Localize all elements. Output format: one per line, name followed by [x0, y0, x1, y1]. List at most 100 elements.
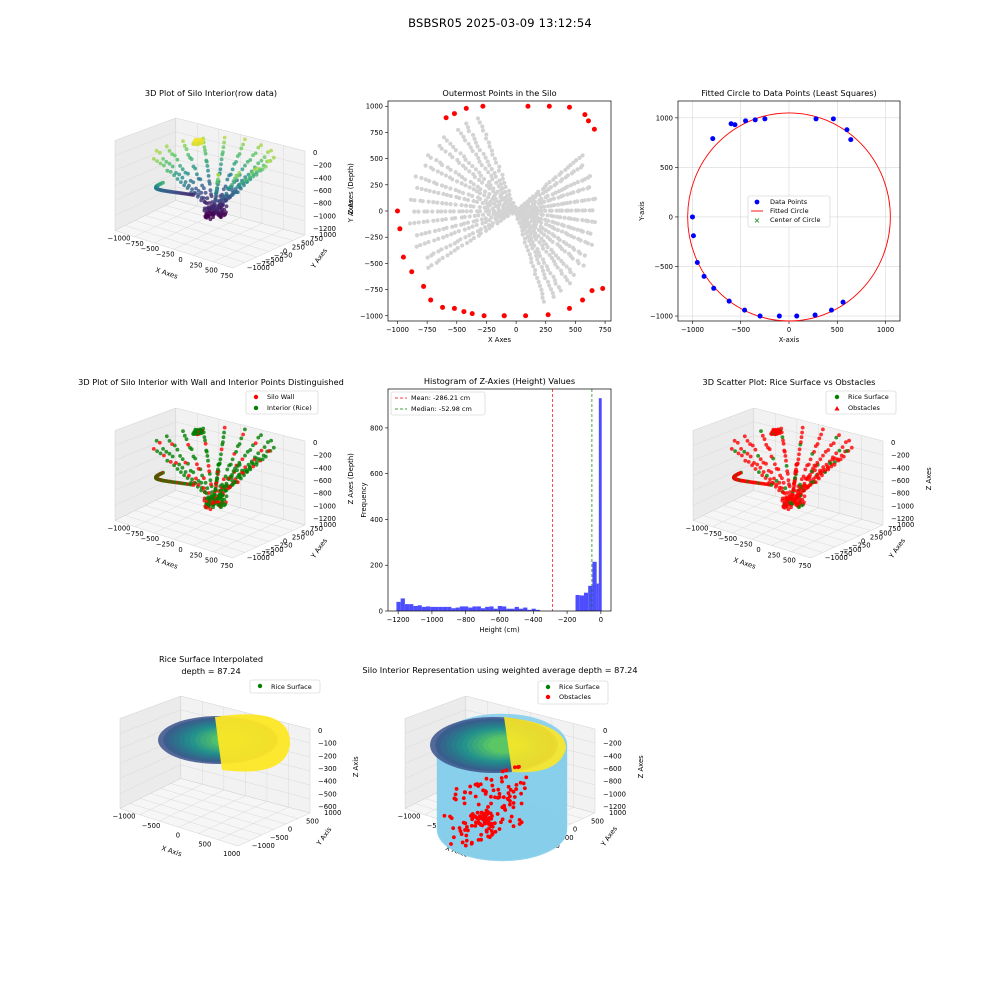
data-point [205, 215, 209, 220]
y-tick-label: −1000 [247, 264, 270, 272]
data-point [222, 430, 227, 435]
data-point [462, 790, 467, 795]
data-point [465, 824, 469, 829]
data-point [233, 480, 237, 484]
z-tick-label: −600 [313, 477, 332, 485]
data-point [237, 442, 242, 446]
data-point [786, 507, 791, 512]
z-tick-label: −1200 [313, 225, 336, 233]
data-point [808, 482, 813, 487]
data-point [431, 189, 437, 195]
data-point [151, 157, 156, 161]
data-point [533, 199, 538, 204]
data-point [819, 432, 823, 437]
data-point [475, 209, 480, 214]
data-point [474, 222, 479, 228]
data-point [489, 801, 493, 806]
data-point [549, 208, 554, 213]
data-point [745, 451, 750, 456]
data-point [560, 177, 565, 182]
data-point [248, 158, 253, 162]
tick-label: −1000 [386, 326, 409, 334]
data-point [563, 274, 568, 280]
data-point [476, 213, 481, 218]
data-point [461, 796, 466, 801]
data-point [259, 143, 263, 148]
tick-label: −750 [418, 326, 437, 334]
data-point [219, 215, 223, 220]
data-point [484, 776, 489, 781]
y-tick-label: 0 [288, 826, 292, 834]
data-point [528, 196, 533, 202]
data-point [814, 464, 818, 468]
histogram-bar [404, 604, 410, 611]
data-point [539, 196, 544, 201]
z-axis-label: Z Axes [925, 467, 933, 490]
data-point [443, 209, 448, 214]
data-point [202, 476, 206, 481]
data-point [489, 167, 494, 172]
data-point [167, 451, 172, 456]
data-point [207, 491, 212, 495]
data-point [182, 143, 187, 148]
data-point [781, 438, 785, 443]
data-point [250, 461, 254, 465]
data-point [456, 229, 461, 234]
data-point [589, 288, 595, 294]
z-axis-label: Z Axes (Depth) [347, 163, 355, 215]
data-point [519, 801, 524, 806]
data-point [450, 224, 455, 229]
data-point [235, 190, 240, 195]
data-point [448, 167, 453, 172]
histogram-bar [426, 606, 431, 611]
data-point [255, 166, 259, 171]
data-point [793, 476, 797, 480]
data-point [469, 311, 475, 317]
tick-label: 500 [831, 326, 844, 334]
x-tick-label: −750 [125, 240, 144, 248]
data-point [561, 223, 566, 228]
data-point [207, 201, 212, 205]
data-point [520, 232, 525, 237]
data-point [502, 803, 507, 808]
data-point [421, 219, 426, 224]
legend-box [249, 679, 321, 694]
data-point [432, 238, 437, 243]
data-point [205, 505, 209, 510]
tick-label: 1000 [366, 103, 383, 111]
data-point [802, 494, 807, 499]
data-point [689, 214, 695, 220]
data-point [589, 242, 594, 247]
data-point [412, 220, 417, 226]
data-point [206, 168, 210, 173]
data-point [468, 179, 473, 185]
data-point [550, 239, 555, 244]
data-point [475, 116, 481, 121]
data-point [419, 232, 424, 237]
data-point [259, 158, 264, 163]
data-point [224, 204, 229, 209]
data-point [196, 466, 201, 471]
data-point [551, 203, 557, 208]
data-point [423, 187, 428, 193]
legend-box [537, 680, 609, 705]
data-point [205, 486, 210, 491]
data-point [837, 433, 841, 437]
data-point [541, 239, 546, 244]
data-point [202, 196, 206, 201]
data-point [578, 238, 583, 243]
x-tick-label: 250 [768, 551, 781, 559]
legend-marker [253, 405, 259, 411]
data-point [397, 226, 403, 232]
data-point [538, 216, 544, 221]
data-point [532, 231, 538, 236]
data-point [228, 172, 233, 177]
data-point [757, 470, 761, 474]
chart-title: Outermost Points in the Silo [442, 88, 556, 98]
data-point [421, 283, 427, 289]
data-point [213, 487, 218, 491]
data-point [435, 169, 440, 174]
data-point [475, 195, 481, 200]
